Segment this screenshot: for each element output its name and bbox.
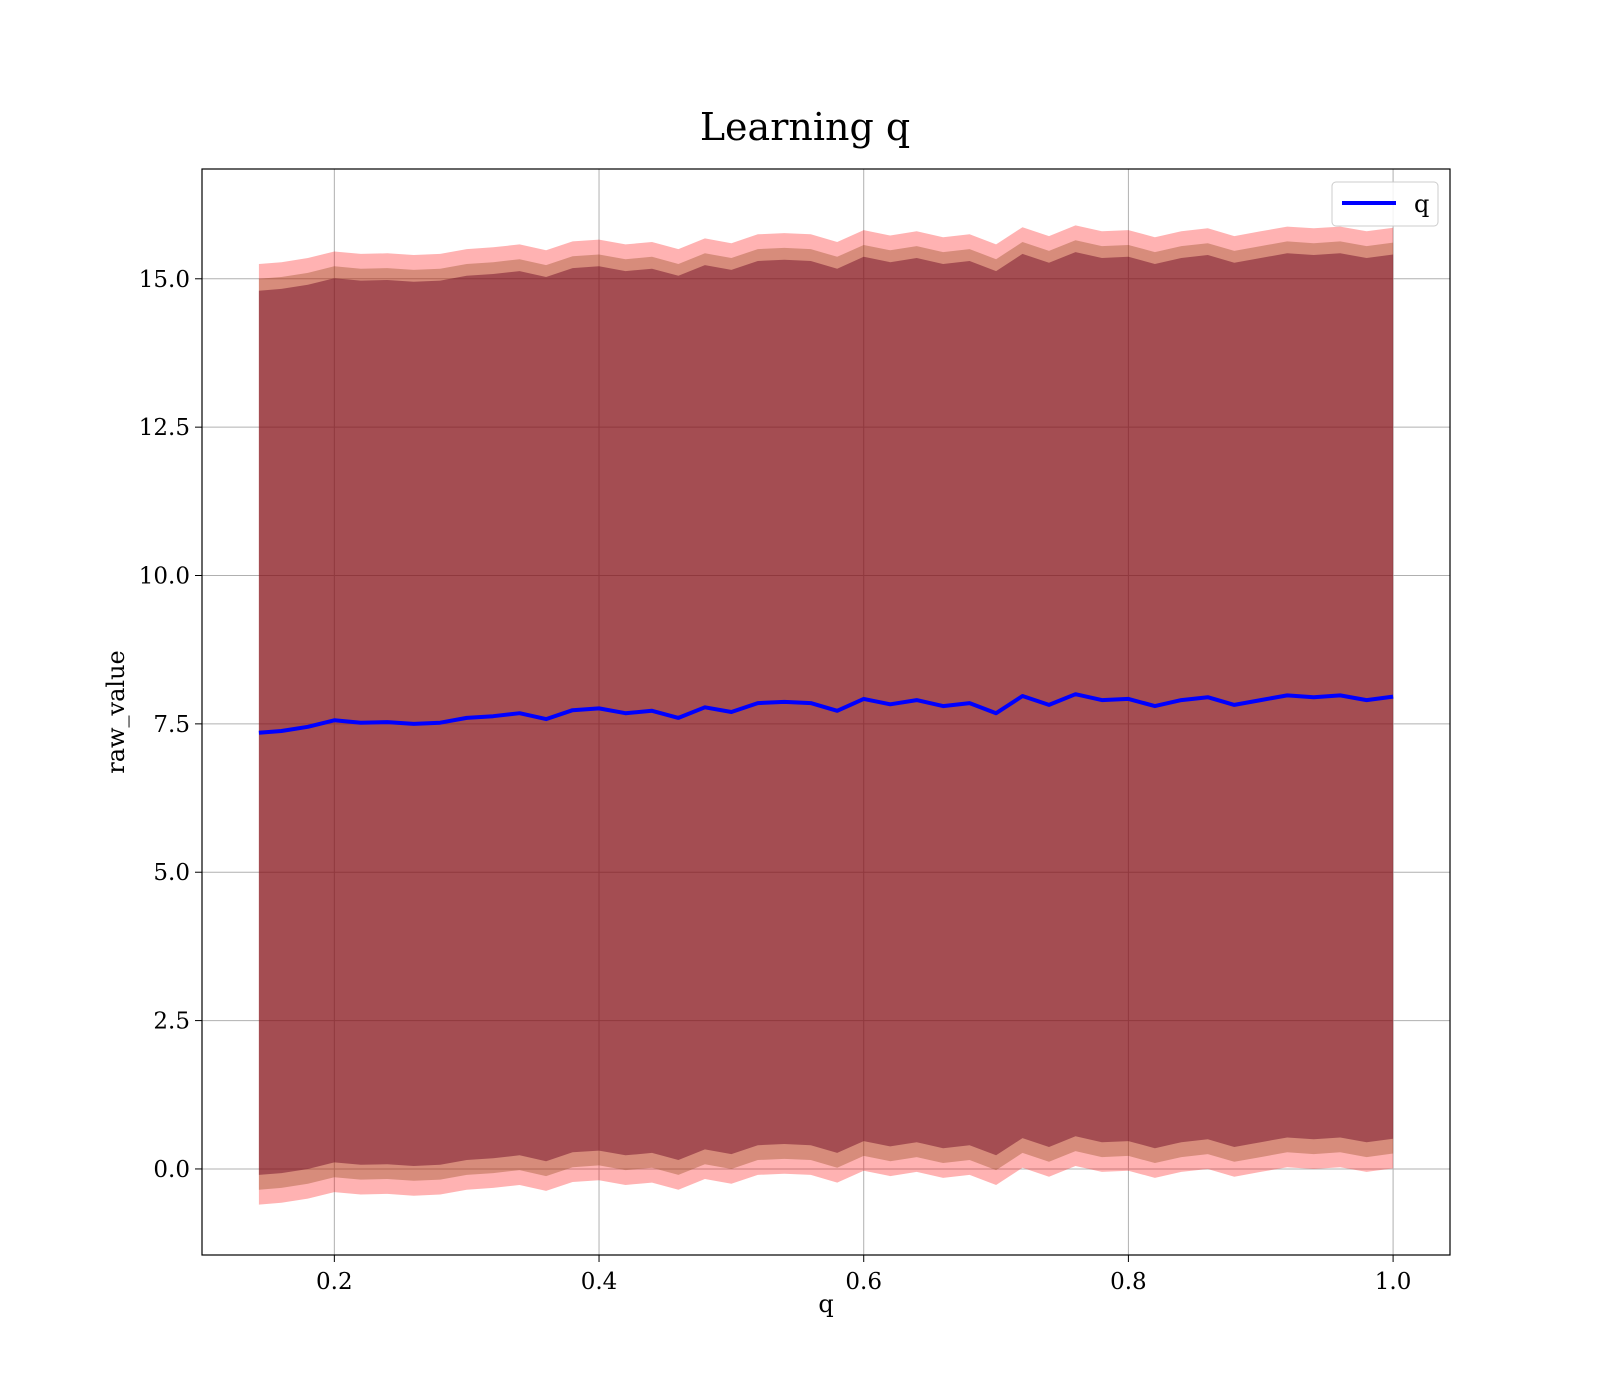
band-core (258, 252, 1394, 1175)
legend-label-q: q (1414, 190, 1429, 218)
x-axis-label: q (818, 1290, 833, 1318)
confidence-bands (258, 225, 1394, 1205)
y-tick-label-4: 10.0 (139, 564, 190, 590)
plot-frame (201, 168, 1451, 1256)
x-tick-label-1: 0.4 (581, 1269, 618, 1295)
y-tick-label-3: 7.5 (153, 712, 190, 738)
y-tick-label-5: 12.5 (139, 415, 190, 441)
series-line-q (258, 692, 1394, 735)
y-tick-label-6: 15.0 (139, 267, 190, 293)
grid-lines (202, 169, 1450, 1255)
band-inner (258, 240, 1394, 1190)
y-axis-label: raw_value (102, 650, 130, 774)
y-tick-label-0: 0.0 (153, 1157, 190, 1183)
x-tick-label-0: 0.2 (316, 1269, 353, 1295)
x-tick-label-3: 0.8 (1110, 1269, 1147, 1295)
x-tick-label-2: 0.6 (845, 1269, 882, 1295)
x-tick-label-4: 1.0 (1375, 1269, 1412, 1295)
y-tick-label-1: 2.5 (153, 1009, 190, 1035)
y-tick-label-2: 5.0 (153, 860, 190, 886)
band-outer (258, 225, 1394, 1205)
legend: q (1331, 181, 1439, 227)
chart-title: Learning q (700, 105, 910, 149)
x-axis-ticks: 0.2 0.4 0.6 0.8 1.0 (316, 1255, 1411, 1295)
series-lines (258, 692, 1394, 735)
y-axis-ticks: 0.0 2.5 5.0 7.5 10.0 12.5 15.0 (139, 267, 202, 1183)
